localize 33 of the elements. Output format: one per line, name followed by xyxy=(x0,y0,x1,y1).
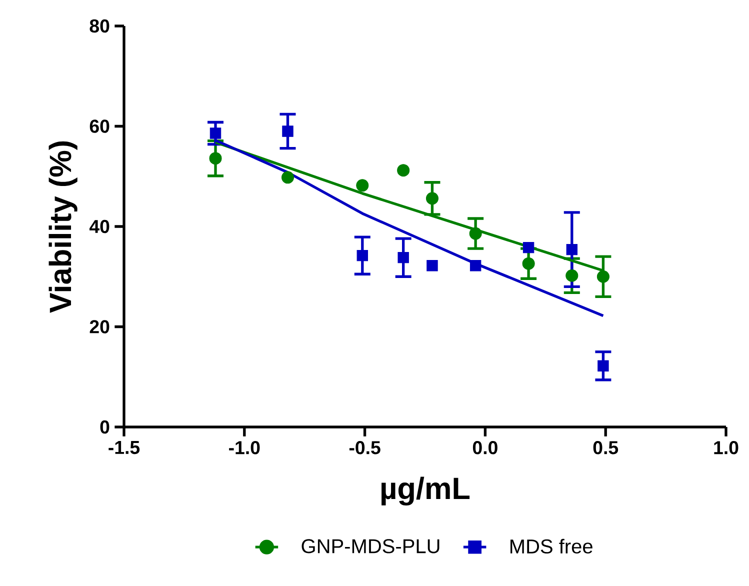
x-tick-label: 1.0 xyxy=(714,441,738,454)
x-tick-label: -1.0 xyxy=(229,441,260,454)
x-tick-label: 0.0 xyxy=(472,441,498,454)
point xyxy=(397,164,410,177)
point xyxy=(522,257,535,270)
point xyxy=(209,152,222,165)
point xyxy=(566,244,578,256)
y-tick-label: 80 xyxy=(90,19,110,33)
point xyxy=(522,242,534,254)
y-tick-label: 60 xyxy=(90,120,110,133)
legend-label: MDS free xyxy=(510,538,592,554)
point xyxy=(356,179,369,192)
point xyxy=(596,270,610,283)
point xyxy=(398,252,409,264)
point xyxy=(282,126,294,137)
y-tick-label: 20 xyxy=(90,320,110,334)
point xyxy=(470,260,482,272)
point xyxy=(469,227,482,240)
point xyxy=(566,269,578,282)
point xyxy=(281,171,294,184)
legend-label: GNP-MDS-PLU xyxy=(302,539,440,554)
x-tick-label: -0.5 xyxy=(349,441,380,454)
y-tick-label: 40 xyxy=(89,220,110,234)
point xyxy=(426,192,438,205)
point xyxy=(598,360,609,372)
y-tick-label: 0 xyxy=(100,420,110,434)
x-tick-label: 0.5 xyxy=(593,441,618,454)
point xyxy=(210,128,222,139)
point xyxy=(356,250,368,262)
x-tick-label: -1.5 xyxy=(108,441,140,454)
point xyxy=(426,260,438,272)
y-axis-title: Viability (%) xyxy=(48,141,78,313)
x-axis-title: µg/mL xyxy=(382,476,470,506)
